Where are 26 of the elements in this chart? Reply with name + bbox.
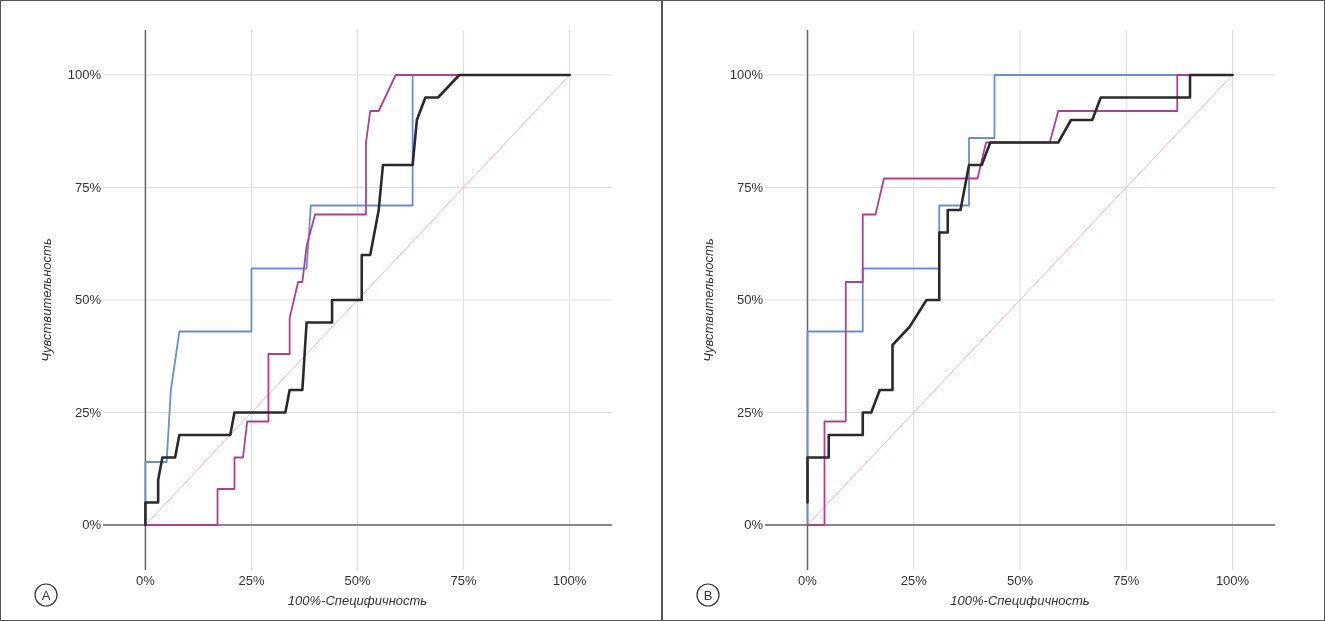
- x-tick-label: 75%: [1113, 573, 1140, 588]
- y-axis-title: Чувствительность: [39, 238, 54, 362]
- text: A: [41, 588, 51, 603]
- y-tick-label: 100%: [729, 67, 764, 82]
- x-tick-label: 0%: [798, 573, 818, 588]
- x-tick-label: 25%: [900, 573, 928, 588]
- y-tick-label: 25%: [736, 404, 764, 420]
- text: B: [703, 588, 713, 603]
- y-tick-label: 50%: [74, 292, 102, 307]
- x-tick-label: 0%: [136, 573, 156, 588]
- y-tick-label: 75%: [736, 179, 764, 195]
- y-tick-label: 0%: [82, 517, 102, 532]
- x-tick-label: 50%: [344, 573, 371, 588]
- y-tick-label: 100%: [67, 67, 102, 82]
- x-tick-label: 100%: [552, 573, 587, 588]
- x-tick-label: 25%: [238, 573, 265, 588]
- y-tick-label: 75%: [74, 179, 102, 195]
- y-axis-title: Чувствительность: [701, 238, 716, 362]
- x-axis-title: 100%-Специфичность: [287, 593, 428, 608]
- y-tick-label: 25%: [74, 404, 102, 420]
- x-tick-label: 75%: [450, 573, 477, 588]
- y-tick-label: 0%: [744, 517, 764, 532]
- x-axis-title: 100%-Специфичность: [950, 593, 1090, 608]
- x-tick-label: 100%: [1215, 573, 1250, 588]
- y-tick-label: 50%: [736, 292, 764, 307]
- x-tick-label: 50%: [1006, 573, 1034, 588]
